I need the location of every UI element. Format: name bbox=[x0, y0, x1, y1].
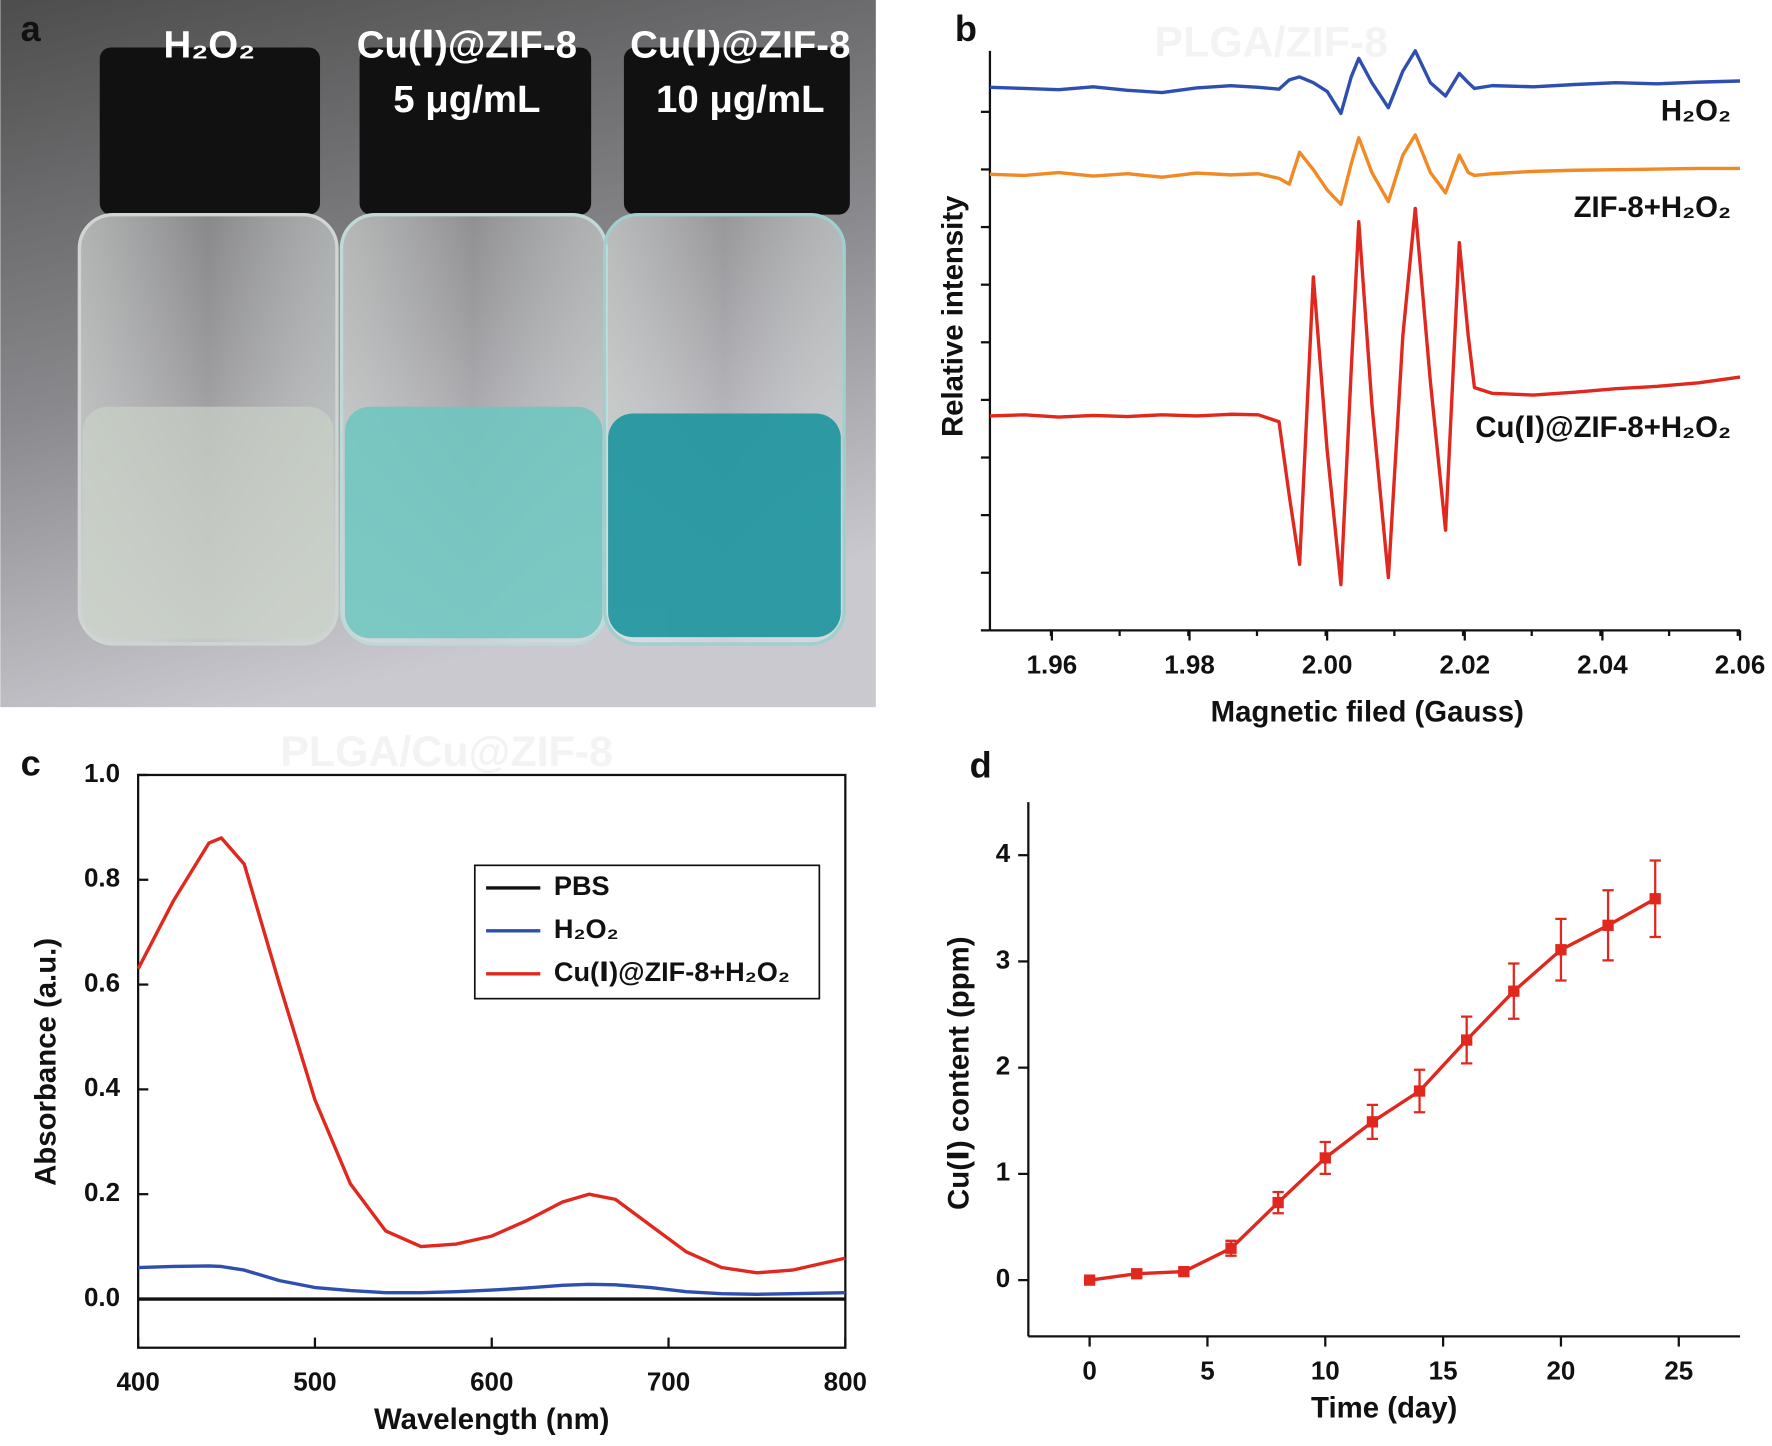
x-tick-label: 10 bbox=[1311, 1355, 1340, 1385]
y-tick-label: 0.4 bbox=[84, 1072, 121, 1102]
y-axis-title: Absorbance (a.u.) bbox=[30, 938, 63, 1186]
vial-cap bbox=[359, 47, 592, 215]
data-point bbox=[1131, 1268, 1143, 1280]
x-axis-title: Wavelength (nm) bbox=[374, 1403, 609, 1436]
y-tick-label: 4 bbox=[996, 838, 1011, 868]
vial-liquid bbox=[344, 406, 603, 639]
panel-letter: d bbox=[970, 745, 992, 786]
data-point bbox=[1319, 1152, 1331, 1164]
x-tick-label: 700 bbox=[647, 1367, 690, 1397]
x-tick-label: 2.04 bbox=[1577, 649, 1628, 679]
x-tick-label: 2.00 bbox=[1302, 649, 1353, 679]
y-tick-label: 0 bbox=[996, 1263, 1010, 1293]
legend-label: Cu(Ⅰ)@ZIF-8+H₂O₂ bbox=[554, 956, 790, 987]
series-label: Cu(Ⅰ)@ZIF-8+H₂O₂ bbox=[1475, 411, 1731, 444]
data-point bbox=[1555, 944, 1567, 956]
photo-label: Cu(Ⅰ)@ZIF-8 bbox=[630, 24, 850, 67]
data-point bbox=[1225, 1242, 1237, 1254]
chart-c: 400 500 600 700 800 0.0 0.2 0.4 0.6 0.8 1.0 Wavelen… bbox=[30, 758, 867, 1436]
line-series bbox=[136, 836, 846, 1275]
watermark: PLGA/ZIF-8 bbox=[1154, 19, 1388, 67]
vial-cap bbox=[623, 47, 850, 215]
x-tick-label: 20 bbox=[1546, 1355, 1575, 1385]
panel-letter: b bbox=[955, 8, 977, 49]
x-tick-label: 5 bbox=[1200, 1355, 1214, 1385]
x-tick-label: 500 bbox=[293, 1367, 336, 1397]
data-point bbox=[1272, 1196, 1284, 1209]
panel-letter: a bbox=[21, 8, 42, 49]
data-point bbox=[1508, 985, 1520, 997]
data-point bbox=[1602, 919, 1614, 931]
photo-label: 10 μg/mL bbox=[656, 78, 825, 121]
chart-d: 0 5 10 15 20 25 0 1 2 3 4 Time (day) Cu(Ⅰ) content (… bbox=[942, 802, 1741, 1425]
data-point bbox=[1461, 1034, 1473, 1046]
y-tick-label: 0.8 bbox=[84, 863, 120, 893]
y-tick-label: 0.0 bbox=[84, 1282, 120, 1312]
panel-letter: c bbox=[21, 742, 41, 783]
chart-b: 1.96 1.98 2.00 2.02 2.04 2.06 Magnetic filed (… bbox=[937, 49, 1766, 729]
x-tick-label: 15 bbox=[1429, 1355, 1458, 1385]
vial-liquid bbox=[82, 406, 334, 639]
plot-frame bbox=[137, 773, 847, 1349]
y-tick-label: 1 bbox=[996, 1157, 1010, 1187]
vial-cap bbox=[99, 47, 321, 215]
x-tick-label: 400 bbox=[116, 1367, 159, 1397]
vial bbox=[339, 47, 608, 646]
y-tick-label: 3 bbox=[996, 944, 1010, 974]
x-tick-label: 25 bbox=[1664, 1355, 1693, 1385]
data-point bbox=[1649, 893, 1661, 905]
line-series bbox=[1089, 897, 1657, 1282]
legend-label: PBS bbox=[554, 870, 610, 901]
photo-label: Cu(Ⅰ)@ZIF-8 bbox=[357, 24, 577, 67]
x-tick-label: 1.96 bbox=[1027, 649, 1078, 679]
vial bbox=[77, 47, 339, 646]
line-series bbox=[989, 206, 1741, 587]
series-label: H₂O₂ bbox=[1661, 95, 1731, 128]
x-axis-title: Time (day) bbox=[1311, 1392, 1457, 1425]
photo-panel: H₂O₂ Cu(Ⅰ)@ZIF-8 5 μg/mL Cu(Ⅰ)@ZIF-8 10 … bbox=[0, 0, 876, 708]
y-axis-title: Relative intensity bbox=[937, 195, 970, 437]
x-tick-label: 600 bbox=[470, 1367, 513, 1397]
y-tick-label: 2 bbox=[996, 1051, 1010, 1081]
y-axis-title: Cu(Ⅰ) content (ppm) bbox=[942, 936, 975, 1209]
photo-label: 5 μg/mL bbox=[393, 78, 540, 121]
data-point bbox=[1413, 1085, 1426, 1097]
x-tick-label: 2.06 bbox=[1715, 649, 1766, 679]
x-tick-label: 1.98 bbox=[1164, 649, 1215, 679]
photo-label: H₂O₂ bbox=[163, 24, 255, 67]
y-tick-label: 0.6 bbox=[84, 967, 120, 997]
line-series bbox=[989, 49, 1741, 116]
legend-label: H₂O₂ bbox=[554, 913, 619, 944]
data-point bbox=[1083, 1274, 1096, 1286]
watermark: PLGA/Cu@ZIF-8 bbox=[280, 728, 613, 776]
x-tick-label: 800 bbox=[824, 1367, 867, 1397]
y-tick-label: 1.0 bbox=[84, 758, 120, 788]
x-tick-label: 2.02 bbox=[1439, 649, 1490, 679]
series-label: ZIF-8+H₂O₂ bbox=[1574, 191, 1731, 224]
data-point bbox=[1366, 1116, 1379, 1128]
vial bbox=[603, 47, 850, 646]
data-point bbox=[1178, 1265, 1190, 1278]
line-series bbox=[138, 1264, 846, 1296]
line-series bbox=[989, 133, 1741, 207]
x-axis-title: Magnetic filed (Gauss) bbox=[1211, 696, 1524, 729]
x-tick-label: 0 bbox=[1082, 1355, 1096, 1385]
vial-liquid bbox=[608, 413, 841, 638]
y-tick-label: 0.2 bbox=[84, 1177, 120, 1207]
